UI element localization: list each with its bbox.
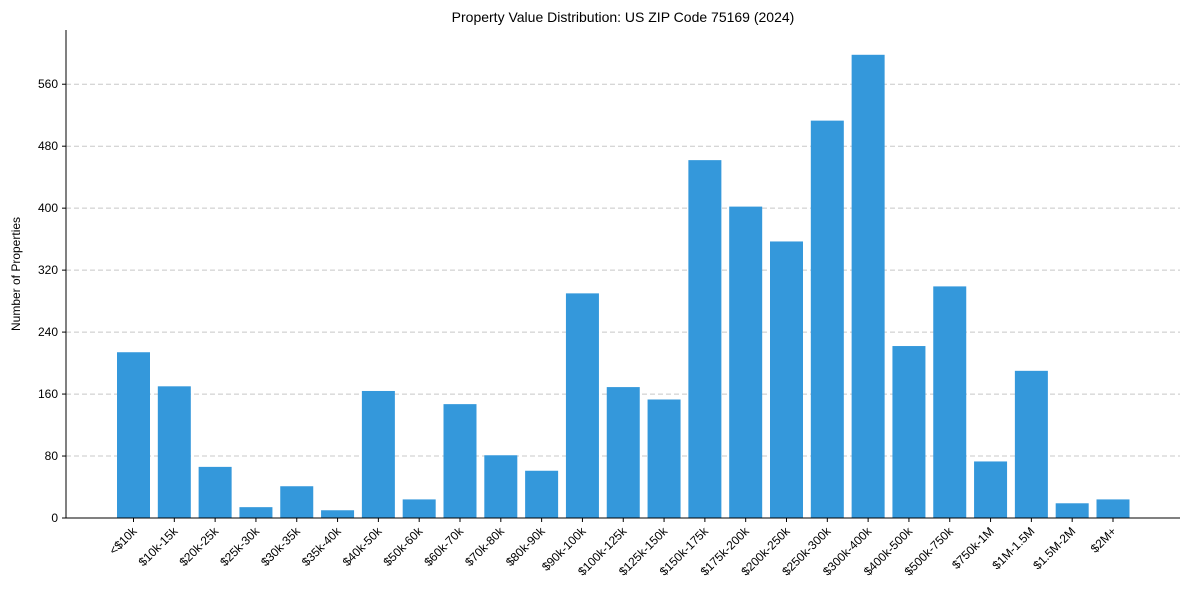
x-tick-label: $40k-50k (340, 524, 386, 570)
bar (117, 352, 150, 518)
y-tick-label: 240 (38, 325, 58, 339)
bar (280, 486, 314, 518)
x-tick-label: $20k-25k (176, 524, 222, 570)
x-ticks: <$10k$10k-15k$20k-25k$25k-30k$30k-35k$35… (106, 518, 1119, 578)
bar (321, 510, 355, 518)
bar (484, 455, 518, 518)
x-tick-label: $10k-15k (136, 524, 182, 570)
bar (525, 470, 559, 518)
bar (647, 399, 681, 518)
y-tick-label: 320 (38, 263, 58, 277)
y-tick-label: 80 (45, 449, 59, 463)
bar (1055, 503, 1089, 518)
x-tick-label: $70k-80k (462, 524, 508, 570)
y-tick-label: 400 (38, 201, 58, 215)
x-tick-label: $1M-1.5M (989, 524, 1037, 572)
bar (1014, 370, 1048, 518)
bar (688, 160, 722, 518)
bar (810, 120, 844, 518)
chart-title: Property Value Distribution: US ZIP Code… (452, 9, 795, 25)
bar (565, 293, 599, 518)
y-tick-label: 560 (38, 77, 58, 91)
x-tick-label: $1.5M-2M (1030, 524, 1078, 572)
x-tick-label: $750k-1M (949, 524, 997, 572)
x-tick-label: <$10k (106, 524, 140, 558)
bar (770, 241, 803, 518)
x-tick-label: $50k-60k (380, 524, 426, 570)
bar (851, 54, 885, 519)
bar (361, 390, 395, 518)
bar (239, 507, 273, 518)
grid-layer (66, 83, 1180, 457)
bar (157, 386, 191, 518)
bar (198, 466, 232, 518)
x-tick-label: $35k-40k (299, 524, 345, 570)
y-tick-label: 480 (38, 139, 58, 153)
x-tick-label: $25k-30k (217, 524, 263, 570)
y-tick-label: 160 (38, 387, 58, 401)
x-tick-label: $30k-35k (258, 524, 304, 570)
bar (933, 286, 967, 518)
bar (1096, 499, 1130, 518)
bar (892, 346, 926, 518)
x-tick-label: $60k-70k (421, 524, 467, 570)
bar (974, 461, 1008, 518)
x-tick-label: $2M+ (1088, 524, 1119, 555)
bar (606, 387, 640, 518)
bars-layer (117, 54, 1130, 519)
bar (443, 404, 477, 518)
y-ticks: 0 80 160 240 320 400 480 560 (38, 77, 66, 525)
bar (729, 206, 763, 518)
y-tick-label: 0 (51, 511, 58, 525)
bar (402, 499, 436, 518)
y-axis-label: Number of Properties (9, 217, 23, 331)
